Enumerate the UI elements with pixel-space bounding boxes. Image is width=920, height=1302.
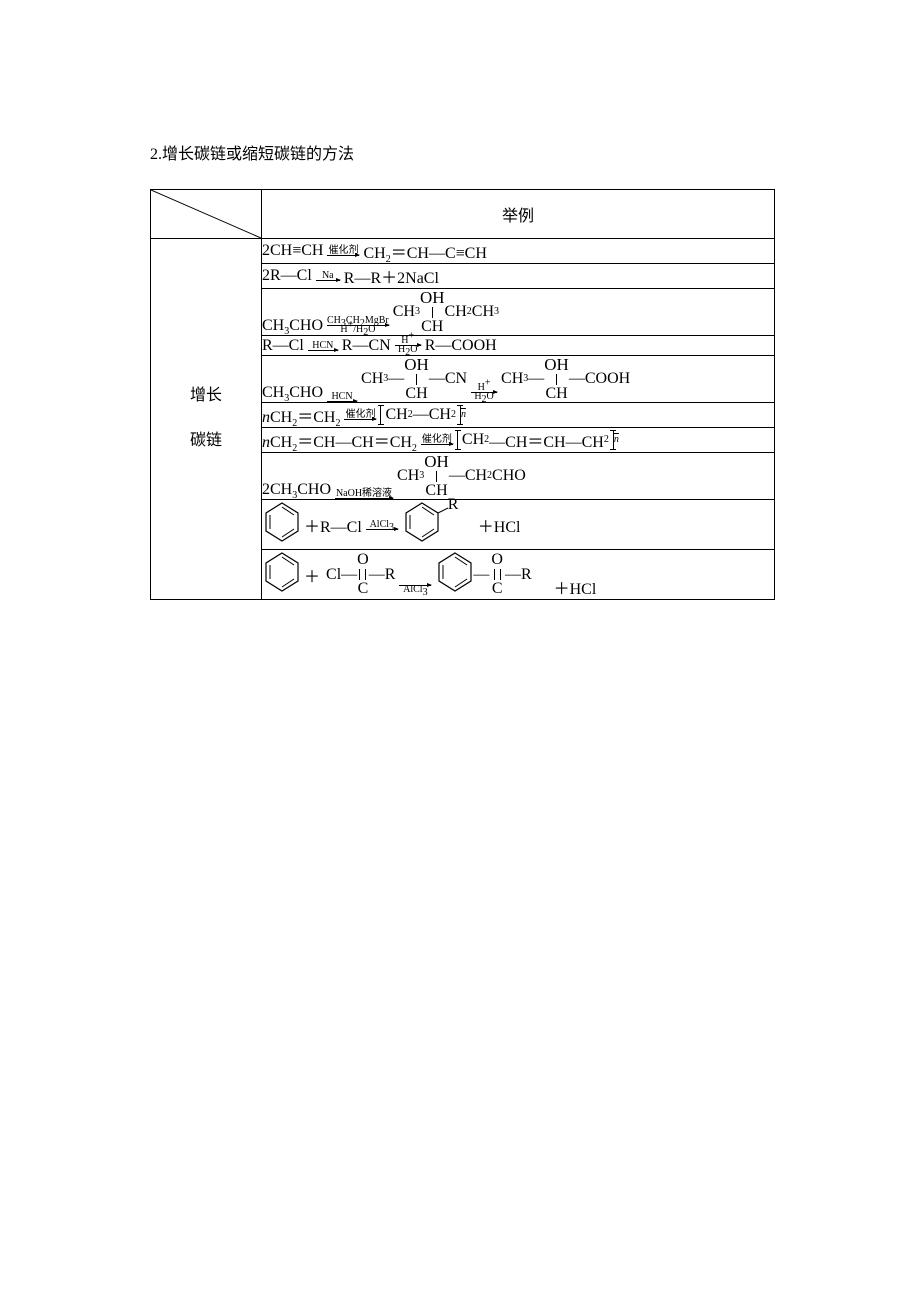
- reaction-arrow: 催化剂: [344, 410, 376, 420]
- equation-9: ＋R—Cl AlCl3 R: [262, 500, 775, 550]
- reactions-table: 举例 增长 碳链 2CH≡CH 催化剂 CH2＝CH—C≡CH: [150, 189, 775, 600]
- o-label: O: [357, 552, 369, 568]
- acyl-chloride: Cl— O C —R: [322, 552, 395, 597]
- eq2-rhs: R—R＋2NaCl: [344, 264, 439, 288]
- o-label: O: [491, 552, 503, 568]
- reaction-arrow: CH3CH2MgBr H+/H2O: [327, 316, 389, 335]
- reaction-arrow: AlCl3: [399, 585, 431, 595]
- equation-4: R—Cl HCN R—CN H+ H2O R—COOH: [262, 336, 775, 356]
- eq4-mid: R—CN: [342, 337, 391, 355]
- section-title: 2.增长碳链或缩短碳链的方法: [150, 140, 775, 164]
- benzene-icon: [262, 550, 302, 599]
- oh-label: OH: [420, 289, 445, 306]
- eq4-lhs: R—Cl: [262, 337, 304, 355]
- plus-sign: ＋: [304, 563, 320, 587]
- eq7-rhs: CH2—CH＝CH—CH2 n: [457, 428, 619, 452]
- eq4-rhs: R—COOH: [425, 337, 497, 355]
- reaction-arrow: H+ H2O: [395, 336, 421, 355]
- carbonyl-group: O C: [491, 552, 503, 597]
- oh-label: OH: [424, 453, 449, 470]
- eq8-lhs: 2CH3CHO: [262, 481, 331, 499]
- reaction-arrow: Na: [316, 271, 340, 281]
- equation-6: nCH2＝CH2 催化剂 CH2—CH2 n: [262, 403, 775, 428]
- arrow-label-bot: H2O: [474, 392, 493, 402]
- eq6-rhs: CH2—CH2 n: [380, 405, 465, 425]
- reaction-arrow: AlCl3: [366, 520, 398, 530]
- eq5-rhs: CH3— OH CH —COOH: [501, 356, 630, 402]
- c-label: C: [358, 581, 369, 597]
- reaction-arrow: NaOH稀溶液: [335, 489, 393, 499]
- eq3-product: CH3 OH CH CH2CH3: [393, 289, 499, 335]
- equation-8: 2CH3CHO NaOH稀溶液 CH3 OH CH —CH2CHO: [262, 453, 775, 500]
- benzene-acyl-icon: [435, 550, 475, 599]
- equation-5: CH3CHO HCN CH3— OH CH —CN: [262, 356, 775, 403]
- column-header-example: 举例: [262, 190, 775, 239]
- benzene-icon: [262, 500, 302, 549]
- eq2-lhs: 2R—Cl: [262, 267, 312, 285]
- arrow-label-bot: H+/H2O: [340, 325, 375, 335]
- arrow-label: AlCl3: [403, 585, 427, 595]
- reaction-arrow: H+ H2O: [471, 383, 497, 402]
- eq6-lhs: nCH2＝CH2: [262, 403, 340, 427]
- row-label-extend-chain: 增长 碳链: [151, 239, 262, 600]
- eq7-lhs: nCH2＝CH—CH＝CH2: [262, 428, 417, 452]
- eq8-rhs: CH3 OH CH —CH2CHO: [397, 453, 526, 499]
- row-label-line1: 增长: [151, 374, 261, 419]
- arrow-label-bot: H2O: [398, 345, 417, 355]
- reaction-arrow: HCN: [308, 341, 338, 351]
- row-label-line2: 碳链: [151, 419, 261, 464]
- eq5-mid: CH3— OH CH —CN: [361, 356, 467, 402]
- eq1-lhs: 2CH≡CH: [262, 242, 323, 260]
- diagonal-header-cell: [151, 190, 262, 239]
- eq10-tail: ＋HCl: [554, 575, 597, 599]
- eq3-lhs: CH3CHO: [262, 317, 323, 335]
- eq9-mid: ＋R—Cl: [304, 513, 362, 537]
- eq1-rhs: CH2＝CH—C≡CH: [363, 239, 486, 263]
- equation-1: 2CH≡CH 催化剂 CH2＝CH—C≡CH: [262, 239, 775, 264]
- benzene-r-icon: R: [402, 500, 454, 549]
- r-group: —R: [505, 566, 532, 584]
- oh-label: OH: [544, 356, 569, 373]
- c-label: C: [492, 581, 503, 597]
- equation-7: nCH2＝CH—CH＝CH2 催化剂 CH2—CH＝CH—CH2 n: [262, 428, 775, 453]
- equation-2: 2R—Cl Na R—R＋2NaCl: [262, 264, 775, 289]
- equation-3: CH3CHO CH3CH2MgBr H+/H2O CH3 OH CH CH: [262, 289, 775, 336]
- equation-10: ＋ Cl— O C —R AlCl3: [262, 550, 775, 600]
- reaction-arrow: 催化剂: [327, 246, 359, 256]
- oh-label: OH: [404, 356, 429, 373]
- reaction-arrow: HCN: [327, 392, 357, 402]
- eq9-tail: ＋HCl: [478, 513, 521, 537]
- eq5-lhs: CH3CHO: [262, 384, 323, 402]
- reaction-arrow: 催化剂: [421, 435, 453, 445]
